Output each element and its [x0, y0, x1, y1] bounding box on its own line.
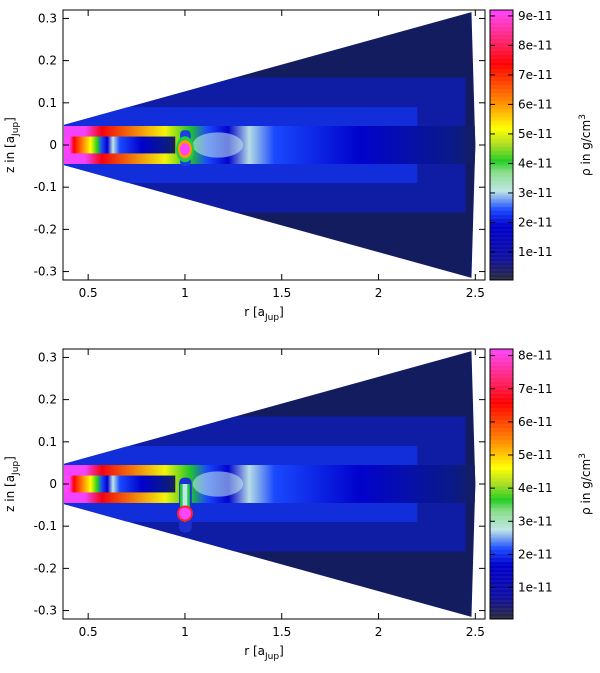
colorbar-tick-label: 6e-11: [518, 415, 553, 429]
planet-feature: [175, 130, 194, 167]
planet-peak: [179, 143, 190, 156]
x-axis-label: r [aJup]: [244, 305, 284, 323]
colorbar-tick-label: 8e-11: [518, 38, 553, 52]
y-tick-label: -0.1: [34, 519, 57, 533]
colorbar-tick-label: 5e-11: [518, 127, 553, 141]
planet-feature: [176, 477, 193, 533]
x-tick-label: 2: [375, 286, 383, 300]
y-tick-label: 0.2: [38, 54, 57, 68]
y-tick-label: 0.3: [38, 350, 57, 364]
colorbar: [489, 348, 514, 620]
y-axis-label: z in [aJup]: [3, 117, 21, 173]
colorbar-tick-label: 2e-11: [518, 215, 553, 229]
y-tick-label: -0.2: [34, 561, 57, 575]
outer-bump: [192, 132, 244, 158]
outer-bump: [192, 471, 244, 497]
colorbar-label: ρ in g/cm3: [578, 453, 593, 515]
y-tick-label: 0.1: [38, 96, 57, 110]
colorbar-label: ρ in g/cm3: [578, 114, 593, 176]
y-tick-label: -0.3: [34, 604, 57, 618]
y-tick-label: 0: [49, 138, 57, 152]
inner-core: [63, 136, 176, 154]
x-tick-label: 1.5: [272, 286, 291, 300]
colorbar-tick-label: 1e-11: [518, 581, 553, 595]
inner-core: [63, 475, 176, 493]
colorbar-tick-label: 4e-11: [518, 481, 553, 495]
y-tick-label: 0.2: [38, 393, 57, 407]
y-tick-label: -0.3: [34, 265, 57, 279]
x-tick-label: 0.5: [79, 286, 98, 300]
panel-2: 0.5 1 1.5 2 2.5 0.3 0.2 0.1 0 -0.1 -0.2 -0.3 r [aJup…: [3, 348, 593, 662]
y-tick-label: -0.2: [34, 222, 57, 236]
colorbar-tick-label: 2e-11: [518, 547, 553, 561]
colorbar-tick-label: 8e-11: [518, 349, 553, 363]
colorbar-tick-label: 7e-11: [518, 382, 553, 396]
y-tick-label: 0.3: [38, 11, 57, 25]
colorbar-tick-label: 9e-11: [518, 9, 553, 23]
y-tick-label: -0.1: [34, 180, 57, 194]
y-tick-label: 0: [49, 477, 57, 491]
panel-1: 0.5 1 1.5 2 2.5 0.3 0.2 0.1 0 -0.1 -0.2 -0.3 r [aJup…: [3, 9, 593, 323]
colorbar-tick-label: 7e-11: [518, 68, 553, 82]
colorbar-tick-label: 3e-11: [518, 186, 553, 200]
planet-peak: [178, 507, 191, 520]
colorbar: [489, 9, 514, 281]
x-tick-label: 2.5: [466, 286, 485, 300]
colorbar-tick-label: 6e-11: [518, 97, 553, 111]
y-axis-label: z in [aJup]: [3, 456, 21, 512]
x-tick-label: 1: [181, 286, 189, 300]
x-tick-label: 2.5: [466, 625, 485, 639]
x-tick-label: 2: [375, 625, 383, 639]
colorbar-tick-label: 1e-11: [518, 245, 553, 259]
y-tick-label: 0.1: [38, 435, 57, 449]
x-axis-label: r [aJup]: [244, 644, 284, 662]
x-tick-label: 0.5: [79, 625, 98, 639]
colorbar-tick-label: 5e-11: [518, 448, 553, 462]
colorbar-tick-label: 4e-11: [518, 156, 553, 170]
x-tick-label: 1: [181, 625, 189, 639]
x-tick-label: 1.5: [272, 625, 291, 639]
colorbar-tick-label: 3e-11: [518, 514, 553, 528]
